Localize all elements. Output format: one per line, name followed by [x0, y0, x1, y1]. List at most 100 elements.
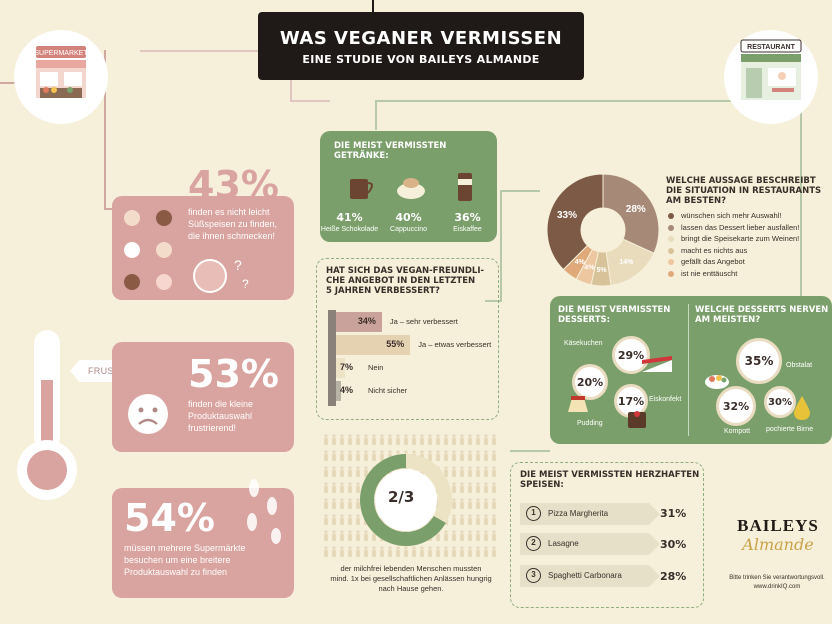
- annoying-pct-bubble: 32%: [716, 386, 756, 426]
- brand-note: Bitte trinken Sie verantwortungsvoll. ww…: [724, 574, 830, 592]
- savory-pct: 30%: [660, 538, 687, 551]
- legend-item: bringt die Speisekarte zum Weinen!: [668, 233, 799, 245]
- pie-slice-label: 4%: [575, 259, 586, 266]
- legend-label: wünschen sich mehr Auswahl!: [681, 211, 782, 220]
- drink-name: Heiße Schokolade: [320, 226, 379, 233]
- stat-43-text: finden es nicht leicht Süßspeisen zu fin…: [188, 206, 277, 242]
- savory-title-line: SPEISEN:: [520, 480, 564, 490]
- connector-line: [372, 0, 374, 14]
- svg-text:?: ?: [234, 257, 242, 273]
- legend-swatch: [668, 213, 674, 220]
- survey-bar: [336, 312, 382, 332]
- drink-pct: 36%: [454, 211, 481, 224]
- drink-icons: [350, 173, 472, 201]
- savory-pct: 31%: [660, 507, 687, 520]
- survey-bar-row: 4% Nicht sicher: [336, 381, 496, 401]
- donut-caption-line: nach Hause gehen.: [378, 584, 444, 593]
- pie-slice-label: 28%: [626, 204, 646, 215]
- connector-line: [375, 100, 377, 130]
- donut-caption: der milchfrei lebenden Menschen mussten …: [322, 564, 500, 594]
- stat-54-line: Produktauswahl zu finden: [124, 567, 228, 577]
- pie-slice-label: 14%: [619, 259, 634, 266]
- dessert-name: Pudding: [577, 420, 603, 427]
- pie-slice: [602, 173, 660, 254]
- restaurant-badge: RESTAURANT: [724, 30, 818, 124]
- desserts-title-line: DIE MEIST VERMISSTEN: [558, 305, 671, 315]
- stat-54-line: müssen mehrere Supermärkte: [124, 543, 246, 553]
- restaurant-legend: wünschen sich mehr Auswahl! lassen das De…: [668, 210, 799, 279]
- legend-item: wünschen sich mehr Auswahl!: [668, 210, 799, 222]
- drinks-title-line: GETRÄNKE:: [334, 151, 389, 161]
- drinks-panel: DIE MEIST VERMISSTEN GETRÄNKE: 41% Heiße…: [320, 131, 497, 242]
- survey-bar-row: 34% Ja – sehr verbessert: [336, 312, 496, 332]
- donut-caption-line: mind. 1x bei gesellschaftlichen Anlässen…: [330, 574, 492, 583]
- pie-slice-label: 33%: [557, 210, 577, 221]
- legend-swatch: [668, 224, 674, 231]
- rank-badge: 1: [526, 506, 541, 521]
- stat-43-line: finden es nicht leicht: [188, 207, 270, 217]
- annoying-pct-bubble: 30%: [764, 386, 796, 418]
- survey-bars: 34% Ja – sehr verbessert 55% Ja – etwas ver…: [336, 312, 496, 404]
- connector-line: [485, 300, 502, 302]
- annoying-title: WELCHE DESSERTS NERVEN AM MEISTEN?: [695, 305, 828, 325]
- drink-item: 36% Eiskaffee: [438, 211, 497, 233]
- drink-stats: 41% Heiße Schokolade 40% Cappuccino 36% …: [320, 211, 497, 233]
- pear-icon: [794, 396, 810, 420]
- stat-53-line: frustrierend!: [188, 423, 237, 433]
- baileys-logo: BAILEYS Almande: [730, 516, 826, 554]
- drink-name: Eiskaffee: [453, 226, 482, 233]
- restaurant-icon: RESTAURANT: [740, 39, 802, 100]
- restaurant-title-line: WELCHE AUSSAGE BESCHREIBT: [666, 176, 816, 186]
- savory-pct: 28%: [660, 570, 687, 583]
- savory-name: Spaghetti Carbonara: [548, 571, 622, 580]
- legend-label: macht es nichts aus: [681, 245, 748, 255]
- savory-list: 1 Pizza Margherita 31% 2 Lasagne 30% 3 S…: [510, 500, 702, 600]
- legend-item: macht es nichts aus: [668, 245, 799, 257]
- two-thirds-donut: [360, 454, 452, 546]
- annoying-name: Obstalat: [786, 362, 813, 369]
- pie-slice: [562, 244, 594, 280]
- cheesecake-icon: [642, 356, 672, 372]
- survey-title: HAT SICH DAS VEGAN-FREUNDLI- CHE ANGEBOT…: [326, 266, 484, 296]
- dessert-name: Käsekuchen: [564, 340, 603, 347]
- annoying-pct-bubble: 35%: [736, 338, 782, 384]
- legend-item: lassen das Dessert lieber ausfallen!: [668, 222, 799, 234]
- restaurant-title-line: AM BESTEN?: [666, 196, 727, 206]
- survey-bar-pct: 4%: [340, 385, 354, 395]
- connector-line: [375, 100, 745, 102]
- survey-bar: [336, 358, 346, 378]
- savory-name: Pizza Margherita: [548, 509, 609, 518]
- stat-53-text: finden die kleine Produktauswahl frustri…: [188, 398, 253, 434]
- confused-person-icon: ? ?: [193, 257, 249, 293]
- pie-slice-label: 5%: [597, 267, 608, 274]
- desserts-title-line: DESSERTS:: [558, 315, 611, 325]
- brand-name: BAILEYS: [737, 516, 819, 535]
- donut-caption-line: der milchfrei lebenden Menschen mussten: [340, 564, 482, 573]
- legend-swatch: [668, 259, 674, 266]
- connector-line: [510, 450, 550, 452]
- title-sub: EINE STUDIE VON BAILEYS ALMANDE: [302, 53, 540, 66]
- stat-53-line: Produktauswahl: [188, 411, 253, 421]
- survey-bar-pct: 34%: [357, 316, 376, 326]
- stat-43-line: die ihnen schmecken!: [188, 231, 276, 241]
- stat-54-line: besuchen um eine breitere: [124, 555, 231, 565]
- survey-title-line: CHE ANGEBOT IN DEN LETZTEN: [326, 276, 476, 286]
- legend-swatch: [668, 236, 674, 243]
- legend-label: ist nie enttäuscht: [681, 268, 738, 278]
- savory-title: DIE MEIST VERMISSTEN HERZHAFTEN SPEISEN:: [520, 470, 699, 490]
- restaurant-question-title: WELCHE AUSSAGE BESCHREIBT DIE SITUATION …: [666, 176, 821, 206]
- survey-bar-row: 55% Ja – etwas verbessert: [336, 335, 496, 355]
- restaurant-pie-chart: 33%28%14%5%4%4%: [546, 173, 660, 287]
- stat-43-value: 43%: [188, 163, 279, 207]
- survey-bar-pct: 55%: [386, 339, 405, 349]
- footprints-icon: [247, 479, 281, 544]
- legend-label: gefällt das Angebot: [681, 257, 745, 266]
- supermarket-badge: SUPERMARKET: [14, 30, 108, 124]
- savory-row: 3 Spaghetti Carbonara: [520, 565, 660, 587]
- drink-item: 41% Heiße Schokolade: [320, 211, 379, 233]
- supermarket-label: SUPERMARKET: [34, 50, 88, 57]
- survey-bar-label: Ja – etwas verbessert: [418, 340, 492, 349]
- connector-line: [140, 50, 290, 52]
- ice-confection-icon: [628, 411, 646, 428]
- svg-text:?: ?: [242, 277, 249, 291]
